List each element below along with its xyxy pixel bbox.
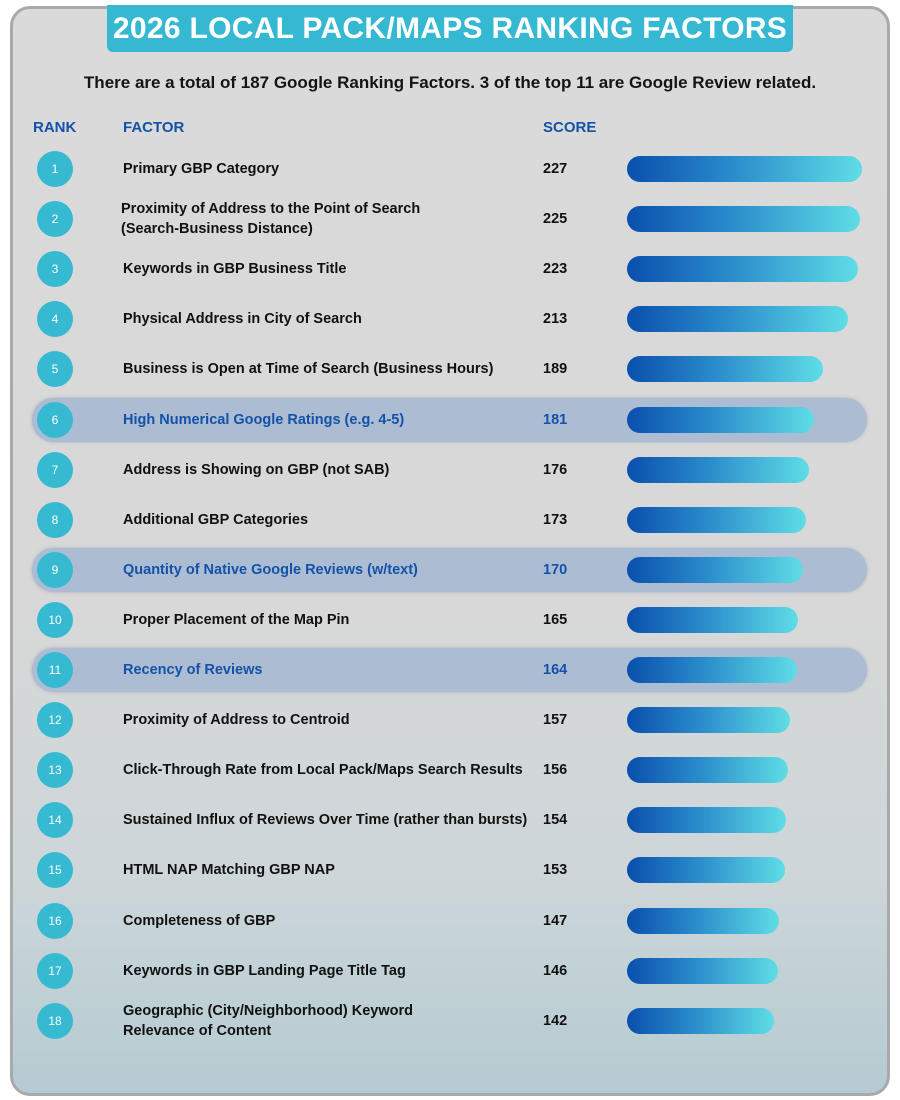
subtitle: There are a total of 187 Google Ranking … [83,73,817,92]
title-banner: 2026 LOCAL PACK/MAPS RANKING FACTORS [107,5,793,52]
score-value: 165 [543,611,568,628]
factor-label: Proximity of Address to Centroid [123,712,350,729]
score-value: 157 [543,712,568,729]
factor-column-header: FACTOR [123,119,185,136]
score-bar [627,857,786,884]
score-value: 164 [543,662,568,678]
rank-badge: 10 [37,601,73,638]
factor-label: Recency of Reviews [123,662,263,678]
rank-badge: 7 [37,451,73,488]
factor-label: Additional GBP Categories [123,511,309,528]
rank-badge: 6 [37,401,73,438]
table-row: 12 Proximity of Address to Centroid 157 [0,698,900,742]
factor-label: Click-Through Rate from Local Pack/Maps … [123,762,523,779]
rank-badge: 12 [37,702,73,739]
factor-label: Keywords in GBP Business Title [123,261,347,278]
score-bar [627,456,810,483]
rank-badge: 15 [37,852,73,889]
rank-badge: 5 [37,351,73,388]
table-row: 5 Business is Open at Time of Search (Bus… [0,347,900,391]
score-bar [627,757,789,784]
table-row: 7 Address is Showing on GBP (not SAB) 176 [0,448,900,492]
score-value: 213 [543,311,568,328]
table-row: 10 Proper Placement of the Map Pin 165 [0,598,900,642]
score-value: 154 [543,812,568,829]
factor-label: HTML NAP Matching GBP NAP [123,862,335,879]
score-value: 189 [543,361,568,378]
rank-badge: 18 [37,1002,73,1039]
score-bar [627,406,815,433]
rank-badge: 11 [37,652,73,688]
score-bar [627,556,803,583]
rank-badge: 3 [37,251,73,288]
rank-badge: 17 [37,952,73,989]
table-row: 13 Click-Through Rate from Local Pack/Map… [0,748,900,792]
score-bar [627,206,860,233]
score-bar [627,306,848,333]
table-row-highlighted: 9 Quantity of Native Google Reviews (w/te… [0,547,900,592]
score-bar [627,957,779,984]
score-value: 181 [543,411,568,428]
table-row-highlighted: 11 Recency of Reviews 164 [0,648,900,692]
factor-label: Primary GBP Category [123,161,280,177]
score-value: 147 [543,912,568,929]
rank-badge: 9 [37,551,73,588]
rank-badge: 13 [37,752,73,789]
score-value: 173 [543,511,568,528]
table-row: 18 Geographic (City/Neighborhood) Keyword… [0,999,900,1043]
score-bar [627,256,858,283]
table-row: 15 HTML NAP Matching GBP NAP 153 [0,848,900,892]
factor-label: Geographic (City/Neighborhood) Keyword R… [123,1002,414,1039]
factor-label: Completeness of GBP [123,912,276,929]
factor-label: Address is Showing on GBP (not SAB) [123,461,390,478]
factor-label: Keywords in GBP Landing Page Title Tag [123,962,406,979]
score-bar [627,907,780,934]
rank-badge: 1 [37,151,73,187]
score-value: 142 [543,1012,568,1029]
factor-label: High Numerical Google Ratings (e.g. 4-5) [123,411,405,428]
table-row: 14 Sustained Influx of Reviews Over Time … [0,798,900,842]
score-bar [627,657,797,683]
rank-badge: 14 [37,802,73,839]
rank-badge: 2 [37,201,73,238]
score-bar [627,1007,774,1034]
table-row: 17 Keywords in GBP Landing Page Title Tag… [0,949,900,993]
table-row: 8 Additional GBP Categories 173 [0,498,900,542]
score-value: 146 [543,962,568,979]
score-value: 227 [543,161,568,177]
score-value: 176 [543,461,568,478]
score-value: 170 [543,561,568,578]
table-row: 2 Proximity of Address to the Point of Se… [0,197,900,241]
score-column-header: SCORE [543,119,597,136]
score-value: 153 [543,862,568,879]
score-value: 223 [543,261,568,278]
score-bar [627,156,862,182]
table-row: 4 Physical Address in City of Search 213 [0,297,900,341]
score-value: 225 [543,211,568,228]
factor-label: Business is Open at Time of Search (Busi… [123,361,494,378]
score-bar [627,506,807,533]
factor-label: Quantity of Native Google Reviews (w/tex… [123,561,418,578]
table-row: 16 Completeness of GBP 147 [0,899,900,943]
table-row-highlighted: 6 High Numerical Google Ratings (e.g. 4-5… [0,397,900,442]
rank-badge: 16 [37,902,73,939]
score-bar [627,606,798,633]
table-row: 3 Keywords in GBP Business Title 223 [0,247,900,291]
factor-label: Proximity of Address to the Point of Sea… [121,201,421,238]
rank-badge: 8 [37,501,73,538]
table-row: 1 Primary GBP Category 227 [0,147,900,191]
factor-label: Proper Placement of the Map Pin [123,611,350,628]
rank-badge: 4 [37,301,73,338]
score-bar [627,356,823,383]
score-value: 156 [543,762,568,779]
score-bar [627,707,790,734]
rank-column-header: RANK [33,119,77,136]
factor-label: Sustained Influx of Reviews Over Time (r… [123,812,528,829]
factor-label: Physical Address in City of Search [123,311,362,328]
score-bar [627,807,787,834]
